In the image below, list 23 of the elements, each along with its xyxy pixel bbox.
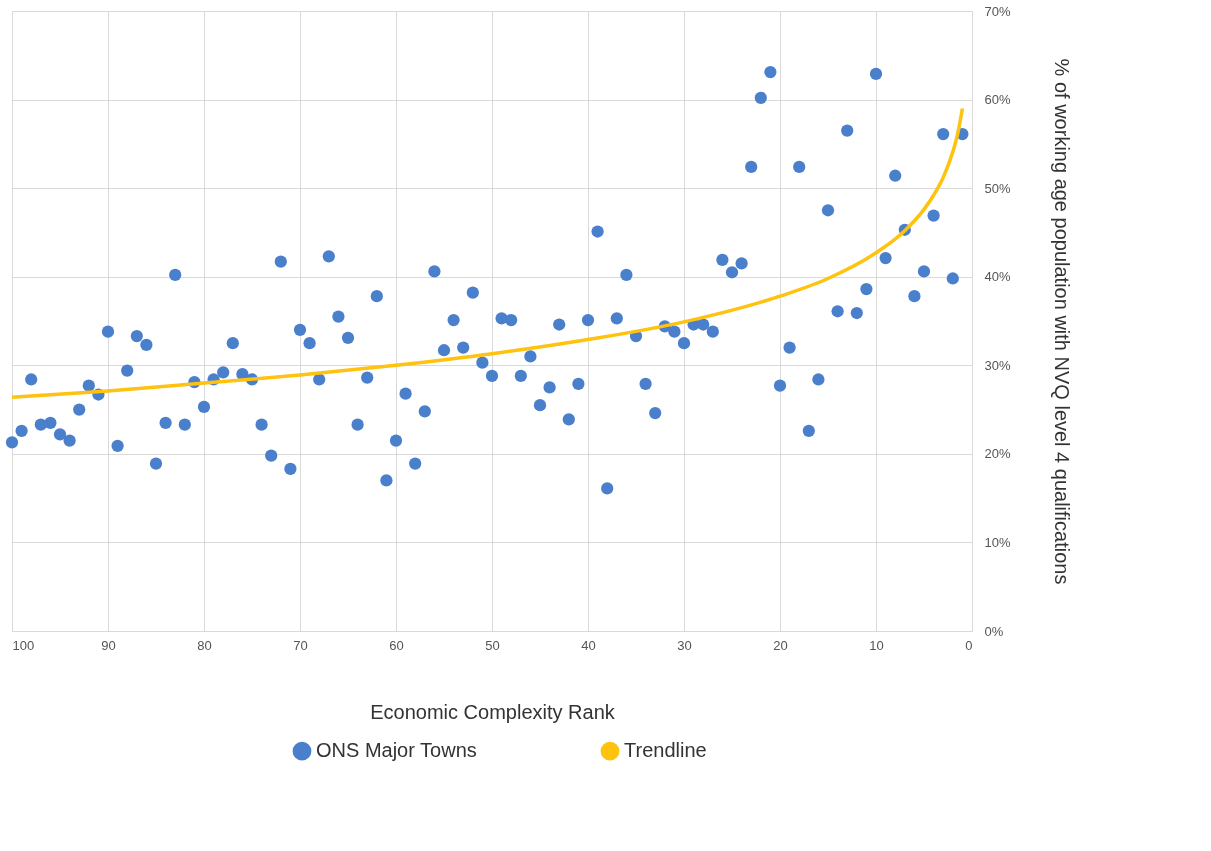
x-tick-label: 80 [197, 637, 212, 653]
x-tick-label: 50 [485, 637, 500, 653]
x-tick-label: 10 [869, 637, 884, 653]
y-tick-label: 30% [984, 357, 1011, 373]
y-tick-label: 0% [984, 623, 1004, 639]
x-tick-label: 60 [389, 637, 404, 653]
y-tick-label: 50% [984, 180, 1011, 196]
legend-label: ONS Major Towns [316, 739, 477, 762]
y-tick-label: 10% [984, 534, 1011, 550]
x-tick-label: 20 [773, 637, 788, 653]
y-tick-label: 40% [984, 269, 1011, 285]
x-tick-label: 70 [293, 637, 308, 653]
x-tick-label: 90 [101, 637, 116, 653]
legend-label: Trendline [624, 739, 707, 762]
x-axis-title: Economic Complexity Rank [370, 700, 616, 723]
y-tick-label: 70% [984, 3, 1011, 19]
x-tick-label: 40 [581, 637, 596, 653]
x-tick-label: 100 [12, 637, 35, 653]
y-tick-label: 20% [984, 446, 1011, 462]
x-tick-label: 30 [677, 637, 692, 653]
y-axis-title: % of working age population with NVQ level 4 qualifications [1050, 58, 1073, 585]
x-tick-label: 0 [965, 637, 973, 653]
y-tick-label: 60% [984, 92, 1011, 108]
